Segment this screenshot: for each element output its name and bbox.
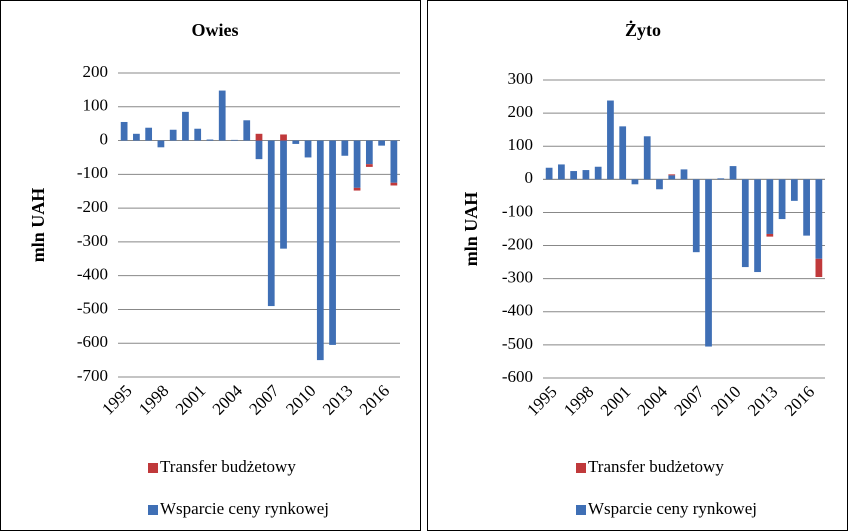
bar — [353, 187, 361, 191]
bar — [292, 140, 300, 144]
bar — [717, 178, 725, 180]
bar — [194, 128, 202, 141]
bar — [668, 175, 676, 180]
y-tick-label: -100 — [502, 201, 533, 220]
bar — [741, 179, 749, 268]
bar — [316, 140, 324, 361]
y-axis-label: mln UAH — [461, 192, 481, 267]
bar — [705, 179, 712, 347]
y-tick-label: 0 — [100, 129, 109, 148]
bar — [582, 170, 590, 180]
bar — [766, 179, 774, 234]
y-tick-label: -400 — [502, 301, 533, 320]
bar — [329, 140, 336, 345]
bar — [304, 140, 312, 158]
bar — [729, 166, 737, 180]
bar — [353, 140, 361, 188]
y-tick-label: -700 — [77, 366, 108, 385]
bar — [594, 166, 602, 180]
bar — [365, 164, 373, 167]
y-tick-label: -600 — [502, 367, 533, 386]
y-axis-label: mln UAH — [28, 188, 48, 263]
chart-title: Owies — [192, 20, 239, 40]
bar — [280, 134, 287, 141]
legend-swatch — [576, 505, 586, 515]
y-tick-label: 0 — [525, 168, 534, 187]
legend-label: Wsparcie ceny rynkowej — [160, 499, 329, 518]
bar — [169, 129, 177, 141]
bar — [120, 121, 128, 141]
bar — [157, 140, 165, 148]
bar — [778, 179, 786, 220]
bar — [692, 179, 700, 253]
chart-title: Żyto — [625, 20, 661, 40]
legend-swatch — [148, 505, 158, 515]
bar — [206, 139, 214, 141]
legend-label: Transfer budżetowy — [588, 457, 724, 476]
bar — [545, 167, 553, 180]
bar — [231, 139, 238, 141]
y-tick-label: -200 — [502, 234, 533, 253]
bar — [570, 171, 578, 180]
legend-swatch — [148, 463, 158, 473]
y-tick-label: -600 — [77, 332, 108, 351]
legend-label: Wsparcie ceny rynkowej — [588, 499, 757, 518]
y-tick-label: -200 — [77, 197, 108, 216]
bar — [656, 179, 663, 190]
bar — [218, 90, 226, 141]
bar — [267, 140, 275, 307]
bar — [182, 111, 189, 141]
bar — [133, 133, 140, 141]
bar — [341, 140, 349, 156]
legend-label: Transfer budżetowy — [160, 457, 296, 476]
bar — [766, 233, 774, 237]
bar — [243, 120, 251, 141]
bar — [631, 179, 639, 185]
bar — [680, 169, 688, 180]
bar — [280, 140, 287, 249]
bar — [815, 258, 823, 278]
bar — [365, 140, 373, 165]
bar — [390, 182, 398, 186]
y-tick-label: -100 — [77, 163, 108, 182]
bar — [378, 140, 385, 146]
bar — [668, 174, 676, 176]
bar — [607, 100, 614, 180]
panel-frame — [0, 0, 421, 531]
y-tick-label: 100 — [508, 135, 534, 154]
y-tick-label: -500 — [502, 334, 533, 353]
legend-swatch — [576, 463, 586, 473]
y-tick-label: 300 — [508, 69, 534, 88]
bar — [754, 179, 761, 273]
bar — [255, 133, 263, 141]
y-tick-label: -400 — [77, 265, 108, 284]
y-tick-label: 200 — [508, 102, 534, 121]
bar — [643, 136, 651, 180]
y-tick-label: 200 — [83, 62, 109, 81]
y-tick-label: -500 — [77, 298, 108, 317]
bar — [790, 179, 798, 201]
bar — [803, 179, 810, 236]
y-tick-label: -300 — [502, 268, 533, 287]
y-tick-label: -300 — [77, 231, 108, 250]
bar — [145, 127, 153, 141]
panel-frame — [427, 0, 848, 531]
bar — [255, 140, 263, 160]
bar — [558, 164, 565, 180]
bar — [815, 179, 823, 259]
bar — [619, 126, 627, 180]
bar — [390, 140, 398, 183]
y-tick-label: 100 — [83, 96, 109, 115]
